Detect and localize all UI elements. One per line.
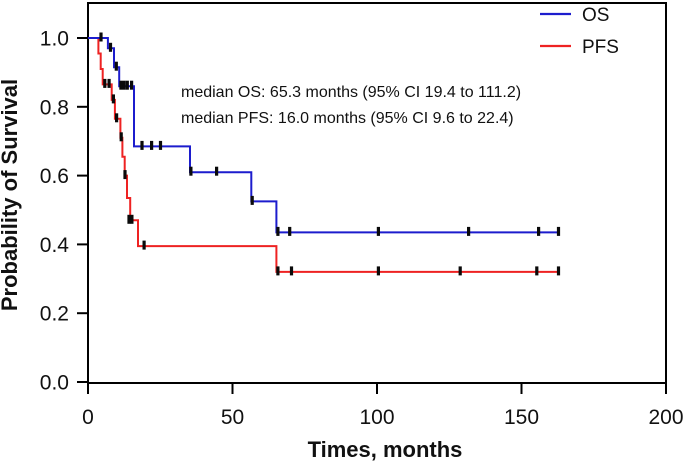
legend-label-os: OS <box>582 5 609 26</box>
pfs-curve <box>88 37 560 273</box>
pfs-censor-tick <box>111 94 115 104</box>
y-axis-tick-label: 0.8 <box>40 96 69 119</box>
x-axis-tick-label: 50 <box>221 406 244 429</box>
os-censor-tick <box>108 42 113 52</box>
y-axis-title: Probability of Survival <box>0 79 22 311</box>
y-axis-tick-label: 1.0 <box>40 28 69 51</box>
pfs-censor-tick <box>276 266 280 276</box>
pfs-censor-tick <box>123 170 127 180</box>
pfs-censor-tick <box>130 214 134 224</box>
os-censor-tick <box>288 226 292 236</box>
os-censor-tick <box>122 80 126 90</box>
annotation-median-os: median OS: 65.3 months (95% CI 19.4 to 1… <box>181 84 521 101</box>
pfs-censor-tick <box>289 266 294 276</box>
pfs-censor-tick <box>458 266 462 276</box>
os-censor-tick <box>537 226 541 236</box>
os-censor-tick <box>150 140 154 150</box>
y-axis-tick-label: 0.4 <box>40 234 70 257</box>
pfs-censor-tick <box>556 266 561 276</box>
os-censor-tick <box>119 80 123 90</box>
os-censor-tick <box>130 80 134 90</box>
pfs-censor-tick <box>142 240 146 250</box>
y-axis-tick-label: 0.2 <box>40 303 69 326</box>
legend-label-pfs: PFS <box>582 37 619 58</box>
x-axis-tick-label: 200 <box>648 406 683 429</box>
os-censor-tick <box>276 226 280 236</box>
os-censor-tick <box>376 226 380 236</box>
pfs-censor-tick <box>376 266 380 276</box>
x-axis-tick-label: 100 <box>359 406 394 429</box>
x-axis-title: Times, months <box>308 437 463 462</box>
y-axis-tick-label: 0.0 <box>40 372 69 395</box>
plot-layer: 0 50 100 150 200 0.0 0.2 0.4 0.6 0.8 1.0 <box>40 2 684 429</box>
os-censor-tick <box>556 226 561 236</box>
os-censor-tick <box>114 61 118 71</box>
annotation-median-pfs: median PFS: 16.0 months (95% CI 9.6 to 2… <box>181 110 514 127</box>
os-censor-tick <box>215 166 219 176</box>
x-axis-tick-label: 0 <box>82 406 94 429</box>
pfs-censor-tick <box>103 78 107 88</box>
os-censor-tick <box>99 32 103 42</box>
os-censor-tick <box>140 140 144 150</box>
os-censor-tick <box>250 195 254 205</box>
plot-frame <box>87 2 667 384</box>
pfs-censor-tick <box>127 214 131 224</box>
os-curve <box>88 37 560 234</box>
pfs-censor-tick <box>535 266 539 276</box>
pfs-censor-tick <box>119 132 123 142</box>
os-censor-tick <box>125 80 129 90</box>
y-axis-tick-label: 0.6 <box>40 165 69 188</box>
os-censor-tick <box>158 140 163 150</box>
pfs-censor-tick <box>107 78 111 88</box>
pfs-censor-tick <box>115 113 119 123</box>
x-axis-tick-label: 150 <box>504 406 539 429</box>
os-censor-tick <box>467 226 471 236</box>
legend: OS PFS <box>540 5 619 58</box>
os-censor-tick <box>189 166 193 176</box>
